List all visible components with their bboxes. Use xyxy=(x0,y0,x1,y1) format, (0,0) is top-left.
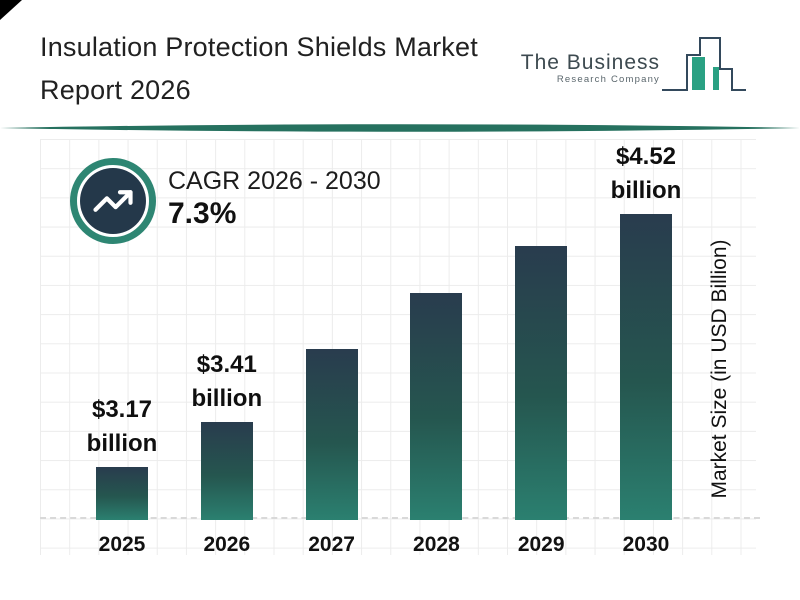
logo-text: The Business Research Company xyxy=(521,52,660,99)
y-axis-label: Market Size (in USD Billion) xyxy=(708,239,731,499)
trend-up-icon xyxy=(80,168,146,234)
bar-2029: 2029 xyxy=(515,246,568,556)
header-divider xyxy=(0,121,800,133)
bar-2030: $4.52 billion 2030 xyxy=(611,143,682,556)
bar-fill xyxy=(305,349,358,520)
page-title: Insulation Protection Shields Market Rep… xyxy=(40,32,478,105)
x-axis-tick-label: 2028 xyxy=(413,533,460,556)
bar-fill xyxy=(200,422,253,520)
bar-value-label: $3.17 billion xyxy=(86,396,158,457)
cagr-value: 7.3% xyxy=(168,197,237,230)
bar-value-label: $4.52 billion xyxy=(610,143,682,204)
bar-2027: 2027 xyxy=(305,349,358,556)
logo-subname: Research Company xyxy=(556,74,660,85)
chart-baseline xyxy=(40,517,760,519)
cagr-label: CAGR 2026 - 2030 xyxy=(168,167,381,195)
bar-fill xyxy=(515,246,568,520)
bar-fill xyxy=(410,293,463,520)
bar-value-label: $3.41 billion xyxy=(191,351,263,412)
bars: $3.17 billion 2025 $3.41 billion 2026 2027 2028… xyxy=(87,140,682,556)
x-axis-tick-label: 2025 xyxy=(98,533,146,556)
logo: The Business Research Company xyxy=(521,36,748,99)
x-axis-tick-label: 2026 xyxy=(203,533,251,556)
bar-fill xyxy=(96,467,148,520)
bar-fill xyxy=(619,214,672,520)
logo-skyline-icon xyxy=(662,36,748,99)
bar-2026: $3.41 billion 2026 xyxy=(191,351,262,556)
cagr-badge xyxy=(70,158,156,244)
bar-2025: $3.17 billion 2025 xyxy=(87,396,158,556)
x-axis-tick-label: 2030 xyxy=(622,533,670,556)
x-axis-tick-label: 2027 xyxy=(308,533,355,556)
logo-name: The Business xyxy=(520,51,660,74)
x-axis-tick-label: 2029 xyxy=(517,533,565,556)
bar-2028: 2028 xyxy=(410,293,463,556)
corner-decoration xyxy=(0,0,22,20)
cagr-text-block: CAGR 2026 - 2030 7.3% xyxy=(168,167,381,233)
